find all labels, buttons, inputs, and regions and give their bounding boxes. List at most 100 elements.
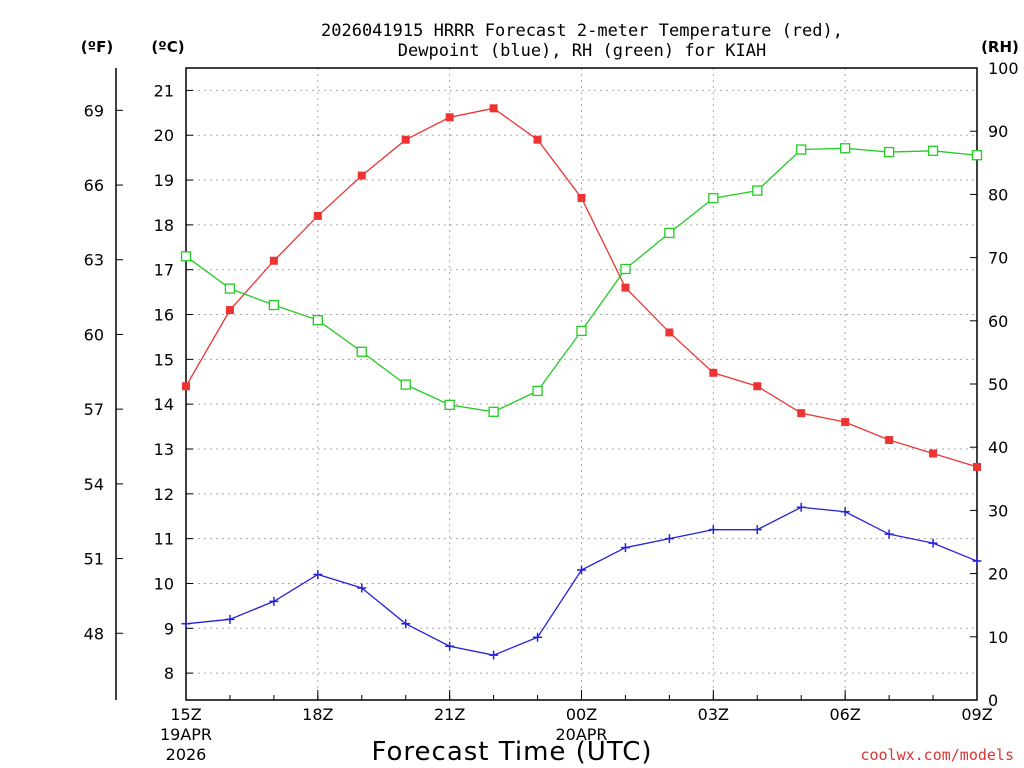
data-point	[268, 299, 280, 311]
axes: 8 9 10 11 12 13 14 15 16 17 18 19 20 21 48 51 54 57 60 63 66…	[84, 59, 1019, 764]
data-point	[269, 596, 279, 606]
celsius-tick-label: 9	[164, 619, 174, 638]
data-point	[401, 135, 410, 144]
data-point	[356, 346, 367, 357]
fahrenheit-tick-label: 57	[84, 400, 104, 419]
x-tick-date-label: 19APR	[160, 725, 212, 744]
celsius-unit-label: (ºC)	[151, 38, 184, 56]
data-point	[708, 193, 719, 204]
data-point	[225, 306, 234, 315]
data-point	[576, 325, 587, 337]
x-tick-label: 15Z	[170, 705, 201, 724]
chart-title-line1: 2026041915 HRRR Forecast 2-meter Tempera…	[321, 21, 843, 41]
data-point	[180, 251, 192, 262]
data-point	[181, 619, 191, 629]
x-tick-label: 00Z	[566, 705, 597, 724]
data-point	[182, 382, 190, 391]
data-point	[312, 315, 323, 326]
celsius-tick-label: 20	[154, 126, 174, 145]
rh-tick-label: 40	[988, 438, 1008, 457]
rh-tick-label: 70	[988, 249, 1008, 268]
data-point	[269, 256, 278, 265]
fahrenheit-tick-label: 54	[84, 475, 104, 494]
data-point	[400, 379, 411, 390]
data-point	[753, 382, 762, 391]
data-point	[927, 145, 939, 156]
data-point	[928, 538, 938, 548]
fahrenheit-tick-label: 69	[84, 101, 104, 120]
data-point	[532, 385, 543, 397]
data-point	[489, 650, 499, 660]
x-tick-label: 03Z	[698, 705, 729, 724]
x-axis-label: Forecast Time (UTC)	[371, 737, 652, 767]
plot-frame	[185, 67, 978, 701]
grid-lines	[185, 68, 978, 700]
data-point	[533, 135, 542, 144]
data-point	[533, 632, 543, 642]
data-point	[357, 583, 367, 593]
celsius-tick-label: 18	[154, 216, 174, 235]
data-point	[664, 227, 675, 239]
data-point	[883, 146, 895, 158]
data-point	[841, 418, 850, 427]
x-tick-label: 18Z	[302, 705, 333, 724]
celsius-tick-label: 21	[154, 81, 174, 100]
data-point	[796, 144, 807, 155]
fahrenheit-tick-label: 48	[84, 624, 104, 643]
watermark: coolwx.com/models	[860, 746, 1014, 764]
data-point	[489, 104, 498, 113]
data-point	[620, 263, 631, 275]
data-point	[620, 543, 630, 553]
rh-tick-label: 20	[988, 565, 1008, 584]
x-tick-date-label: 20APR	[555, 725, 607, 744]
data-point	[445, 113, 454, 122]
data-point	[973, 462, 981, 471]
x-tick-date-label: 2026	[166, 745, 207, 764]
celsius-tick-label: 15	[154, 350, 174, 369]
celsius-tick-label: 17	[154, 261, 174, 280]
fahrenheit-tick-label: 51	[84, 550, 104, 569]
celsius-tick-label: 12	[154, 485, 174, 504]
data-point	[752, 185, 763, 196]
celsius-tick-label: 11	[154, 530, 174, 549]
rh-tick-label: 100	[988, 59, 1019, 78]
data-point	[709, 368, 718, 377]
x-tick-label: 06Z	[830, 705, 861, 724]
data-point	[488, 406, 499, 417]
celsius-tick-label: 10	[154, 574, 174, 593]
rh-tick-label: 50	[988, 375, 1008, 394]
rh-tick-label: 10	[988, 628, 1008, 647]
celsius-tick-label: 16	[154, 306, 174, 325]
rh-tick-label: 90	[988, 122, 1008, 141]
fahrenheit-unit-label: (ºF)	[81, 38, 113, 56]
chart-title-line2: Dewpoint (blue), RH (green) for KIAH	[398, 41, 766, 61]
rh-tick-label: 60	[988, 312, 1008, 331]
data-point	[708, 525, 718, 535]
series-layer	[180, 104, 983, 660]
data-point	[884, 529, 894, 539]
data-point	[665, 328, 674, 337]
celsius-tick-label: 14	[154, 395, 174, 414]
data-point	[225, 614, 235, 624]
series-line	[185, 147, 978, 413]
data-point	[577, 193, 586, 202]
fahrenheit-tick-label: 63	[84, 251, 104, 270]
rh-unit-label: (RH)	[981, 38, 1019, 56]
data-point	[796, 502, 806, 512]
data-point	[664, 534, 674, 544]
data-point	[401, 619, 411, 629]
celsius-tick-label: 19	[154, 171, 174, 190]
x-tick-label: 21Z	[434, 705, 465, 724]
data-point	[313, 211, 322, 220]
data-point	[840, 507, 850, 517]
data-point	[752, 525, 762, 535]
data-point	[313, 569, 323, 579]
data-point	[357, 171, 366, 180]
data-point	[972, 556, 982, 566]
rh-tick-label: 0	[988, 691, 998, 710]
data-point	[445, 641, 455, 651]
rh-tick-label: 30	[988, 501, 1008, 520]
data-point	[444, 399, 455, 411]
data-point	[577, 565, 586, 575]
